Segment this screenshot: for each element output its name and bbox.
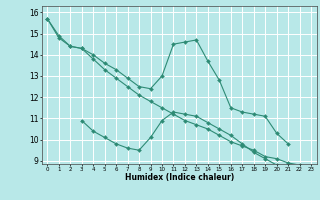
X-axis label: Humidex (Indice chaleur): Humidex (Indice chaleur) [124,173,234,182]
